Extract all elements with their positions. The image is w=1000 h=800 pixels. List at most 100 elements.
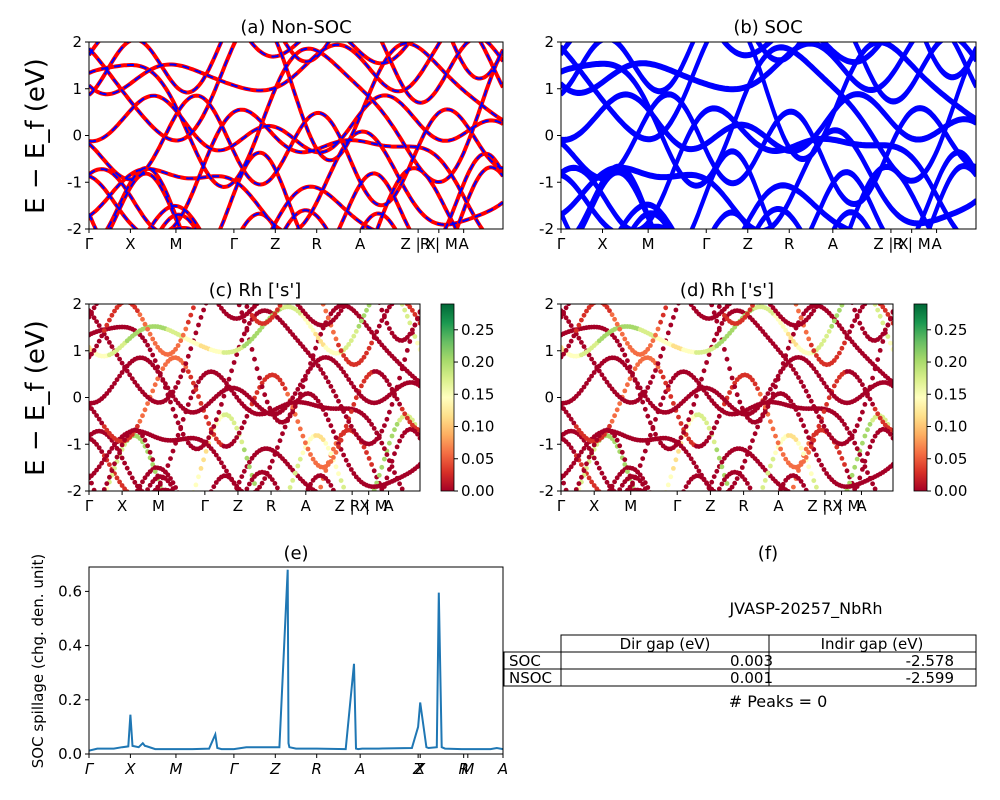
scatter-point [612,489,617,491]
scatter-point [768,463,773,469]
scatter-point [561,309,566,315]
scatter-point [325,479,331,484]
scatter-point [844,468,850,474]
scatter-point [374,436,380,442]
scatter-point [229,416,235,422]
scatter-point [796,441,801,446]
scatter-point [645,492,650,497]
scatter-point [770,456,776,462]
scatter-point [872,406,878,412]
scatter-point [392,451,397,457]
scatter-point [321,493,326,498]
scatter-point [734,392,740,398]
scatter-point [193,387,199,392]
scatter-point [89,309,94,315]
scatter-point [249,477,255,483]
scatter-point [142,321,148,327]
scatter-point [292,391,298,396]
scatter-point [614,338,620,344]
scatter-point [234,425,240,431]
scatter-point [395,298,400,303]
scatter-point [369,422,374,427]
scatter-point [231,391,237,397]
scatter-point [369,298,374,303]
scatter-point [788,398,794,404]
scatter-point [824,428,829,433]
scatter-point [653,332,658,338]
scatter-point [617,443,623,449]
scatter-point [666,298,671,303]
scatter-point [415,431,420,437]
scatter-point [157,482,163,487]
scatter-point [152,465,158,470]
scatter-point [191,305,196,311]
scatter-point [642,406,648,412]
scatter-point [175,432,181,438]
scatter-point [359,383,364,389]
scatter-point [117,356,122,362]
scatter-point [660,374,666,380]
scatter-point [717,492,722,497]
scatter-point [94,467,99,473]
x-tick-label: A [931,235,942,253]
scatter-point [597,489,602,491]
scatter-point [382,446,387,452]
scatter-point [625,469,630,474]
scatter-point [854,456,860,462]
scatter-point [180,417,186,422]
band-line [561,184,849,229]
scatter-point [819,419,824,424]
scatter-point [875,357,881,362]
scatter-point [755,386,760,391]
scatter-point [867,444,873,450]
scatter-point [140,479,145,485]
scatter-point [714,468,720,474]
scatter-point [778,446,783,452]
scatter-point [860,382,865,388]
scatter-point [147,449,153,455]
scatter-point [145,492,150,497]
scatter-point [234,435,240,440]
scatter-point [297,426,303,432]
scatter-point [328,483,334,488]
scatter-point [865,427,870,433]
scatter-point [387,409,392,415]
scatter-point [325,445,331,451]
scatter-point [107,340,112,345]
scatter-point [877,313,883,319]
scatter-point [112,461,117,467]
scatter-point [107,449,112,455]
scatter-point [331,388,336,394]
scatter-point [152,382,158,388]
scatter-point [678,435,684,441]
scatter-point [165,478,171,484]
scatter-point [814,452,819,458]
scatter-point [193,482,199,488]
scatter-point [412,312,418,317]
scatter-point [724,481,730,486]
scatter-point [719,459,725,465]
scatter-point [382,314,387,320]
spillage-line [89,569,503,752]
scatter-point [264,399,270,405]
scatter-point [188,374,194,380]
scatter-point [862,402,868,407]
x-tick-label: Γ [702,235,711,253]
scatter-point [333,393,339,399]
scatter-point [796,308,801,314]
scatter-point [758,492,763,497]
scatter-point [857,320,863,326]
scatter-point [178,426,184,432]
scatter-point [318,331,324,337]
scatter-point [338,478,344,483]
scatter-point [145,342,151,348]
scatter-point [576,322,582,328]
scatter-point [157,371,163,376]
scatter-point [407,331,413,337]
scatter-point [653,431,658,437]
scatter-point [127,470,133,476]
scatter-point [622,388,628,394]
scatter-point [351,384,357,390]
scatter-point [834,444,840,450]
